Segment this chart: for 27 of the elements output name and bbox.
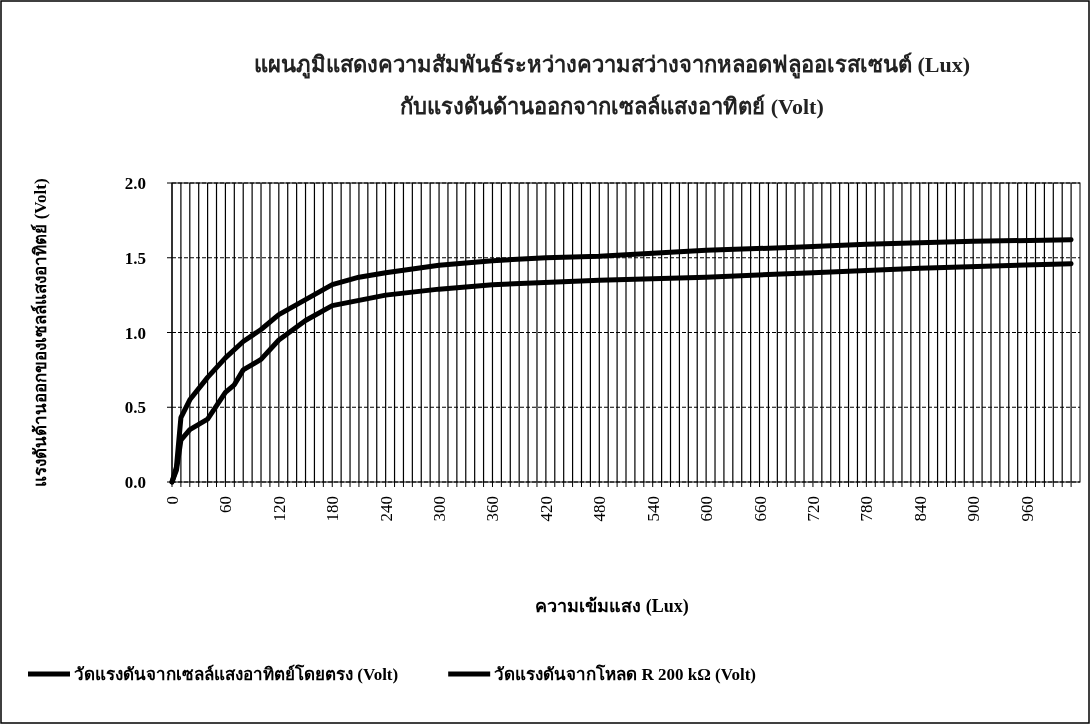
x-tick-label: 840 [910, 496, 930, 522]
x-tick-label: 360 [483, 496, 503, 522]
x-tick-label: 60 [216, 496, 236, 513]
chart-title: แผนภูมิแสดงความสัมพันธ์ระหว่างความสว่างจากหลอดฟลูออเรสเซนต์ (Lux) กับแรงดันด้านออกจากเซลล์แสงอาทิตย์ (Volt) [253, 52, 971, 119]
x-axis-title: ความเข้มแสง (Lux) [535, 596, 689, 617]
x-tick-label: 480 [590, 496, 610, 522]
x-tick-label: 960 [1017, 496, 1037, 522]
y-axis-title: แรงดันด้านออกของเซลล์แสงอาทิตย์ (Volt) [30, 178, 50, 487]
x-tick-label: 180 [323, 496, 343, 522]
x-tick-label: 540 [643, 496, 663, 522]
y-tick-label: 0.5 [124, 398, 146, 418]
y-tick-label: 1.5 [124, 248, 146, 268]
y-tick-label: 1.0 [124, 323, 146, 343]
y-tick-label: 2.0 [124, 174, 146, 193]
legend-label: วัดแรงดันจากโหลด R 200 kΩ (Volt) [494, 664, 756, 684]
x-tick-label: 0 [163, 496, 182, 505]
x-tick-label: 900 [964, 496, 984, 522]
x-tick-label: 120 [269, 496, 289, 522]
x-tick-label: 300 [430, 496, 450, 522]
legend-label: วัดแรงดันจากเซลล์แสงอาทิตย์โดยตรง (Volt) [74, 664, 399, 684]
x-tick-label: 600 [697, 496, 717, 522]
x-tick-label: 720 [803, 496, 823, 522]
x-tick-label: 420 [536, 496, 556, 522]
x-tick-label: 660 [750, 496, 770, 522]
x-tick-label: 780 [857, 496, 877, 522]
y-tick-label: 0.0 [124, 473, 146, 492]
x-tick-label: 240 [376, 496, 396, 522]
